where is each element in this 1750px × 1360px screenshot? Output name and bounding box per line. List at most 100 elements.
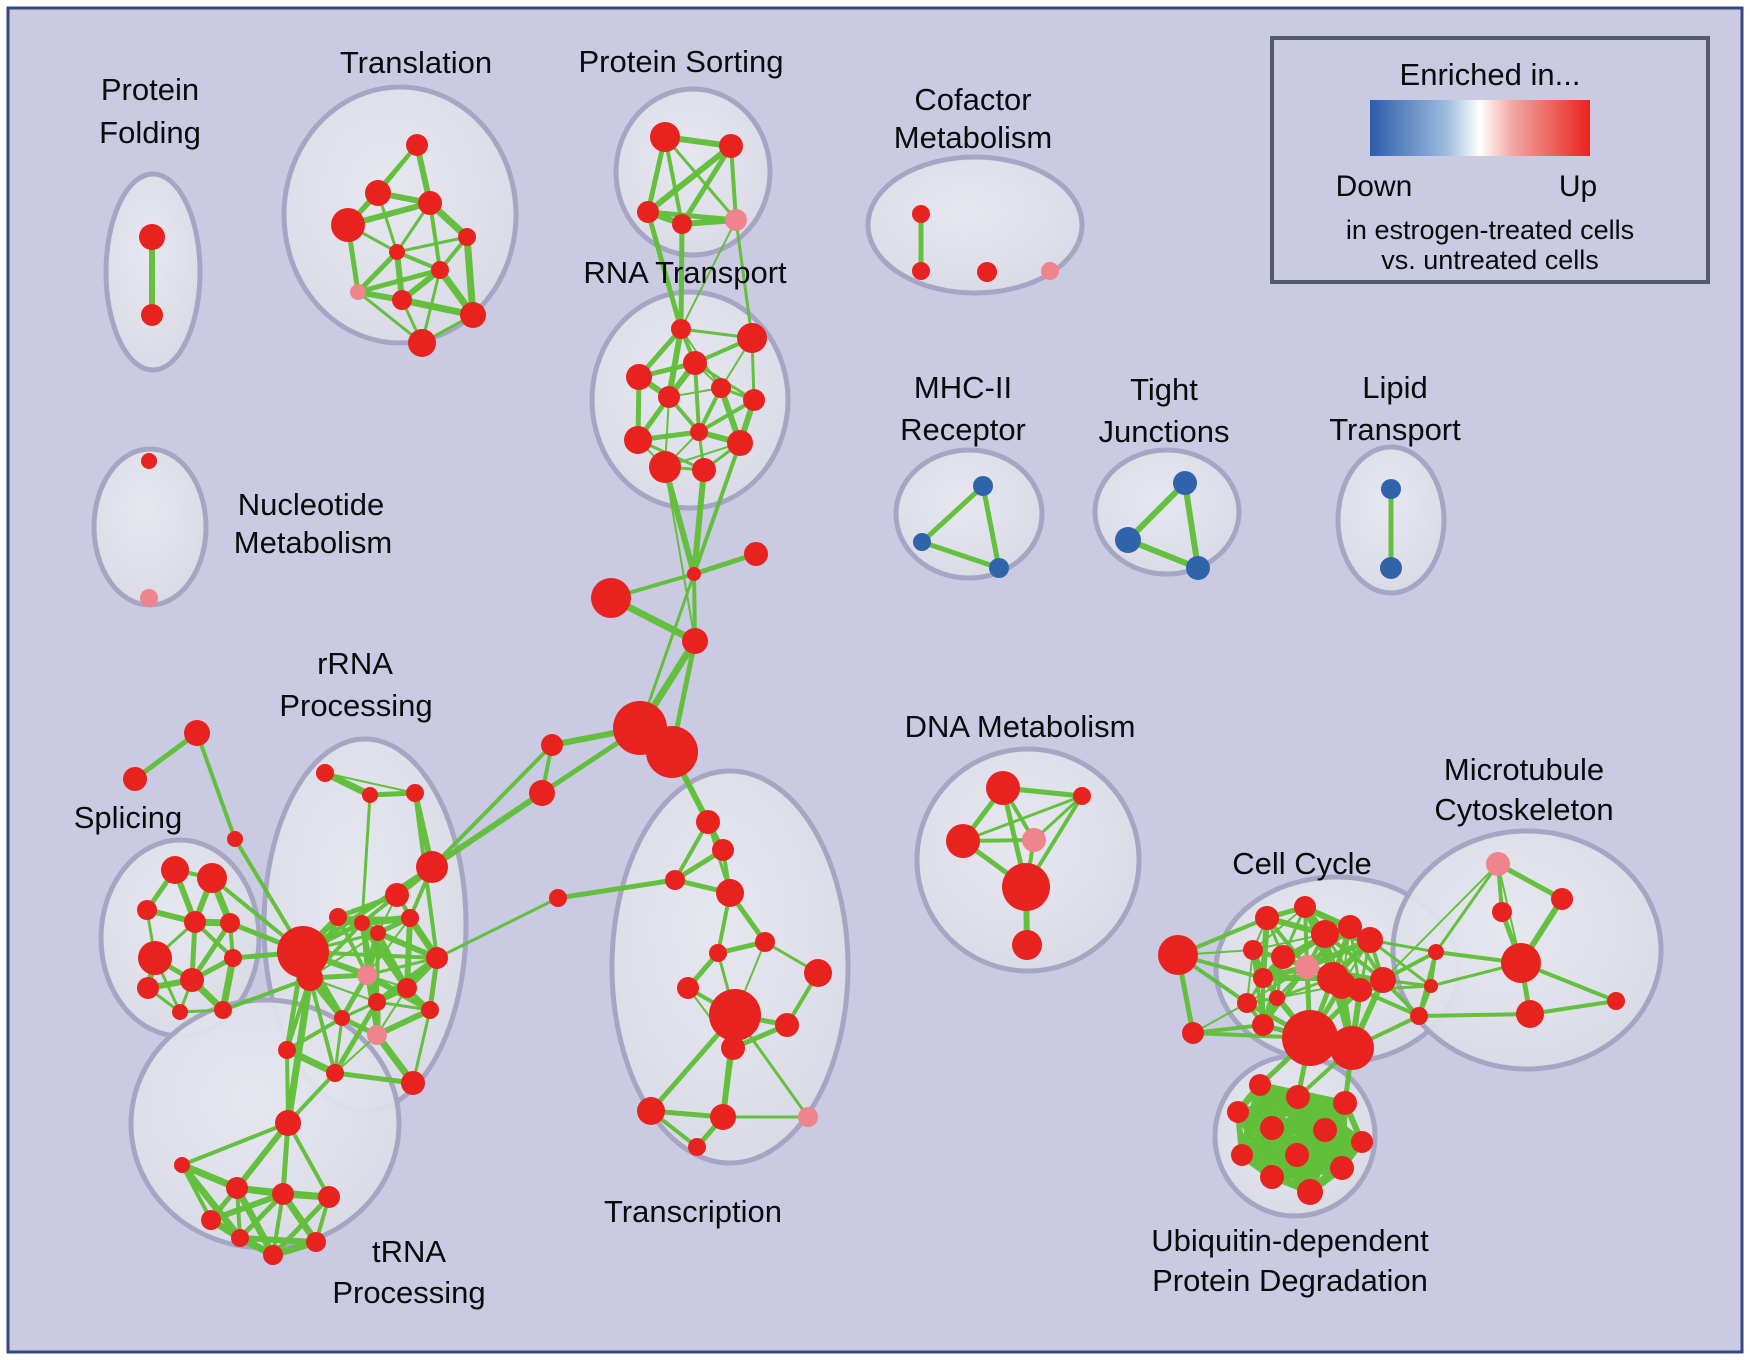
gene-set-node [326, 1064, 344, 1082]
gene-set-node [710, 1104, 736, 1130]
gene-set-node [683, 351, 707, 375]
gene-set-node [1551, 888, 1573, 910]
edge [638, 572, 696, 730]
gene-set-node [912, 205, 930, 223]
inter-cluster-edge [429, 790, 545, 870]
gene-set-node [709, 944, 727, 962]
gene-set-node [1357, 927, 1383, 953]
gene-set-node [297, 965, 323, 991]
gene-set-node [354, 915, 370, 931]
cluster-trna-processing-label: tRNA [372, 1234, 446, 1269]
edge [1125, 480, 1188, 543]
gene-set-node [912, 262, 930, 280]
cluster-splicing-label: Splicing [74, 800, 183, 835]
edge [178, 1161, 244, 1242]
edge [1252, 906, 1306, 951]
gene-set-node [408, 329, 436, 357]
gene-set-node [214, 1001, 232, 1019]
gene-set-node [804, 959, 832, 987]
gene-set-node [458, 228, 476, 246]
gene-set-node [1115, 527, 1141, 553]
inter-cluster-edge [1417, 1012, 1532, 1018]
edge [324, 772, 416, 794]
legend-subtitle-line2: vs. untreated cells [1381, 245, 1599, 275]
gene-set-node [1348, 978, 1372, 1002]
inter-cluster-edge [645, 209, 684, 332]
gene-set-node [1243, 940, 1263, 960]
gene-set-node [141, 453, 157, 469]
gene-set-node [401, 909, 419, 927]
gene-set-node [737, 323, 767, 353]
gene-set-node [692, 458, 716, 482]
cluster-cell-cycle-label: Cell Cycle [1232, 846, 1372, 881]
edge [980, 483, 1002, 571]
edge [286, 1121, 331, 1199]
gene-set-node [1022, 828, 1046, 852]
inter-cluster-edge [221, 976, 312, 1012]
cluster-labels-layer: Protein Folding Translation Protein Sorting… [74, 44, 1614, 1310]
gene-set-node [1333, 1091, 1357, 1115]
cluster-nucleotide-metabolism-label: Metabolism [234, 525, 393, 560]
gene-set-node [161, 856, 189, 884]
edge [666, 326, 684, 400]
gene-set-node [1338, 915, 1362, 939]
gene-set-node [275, 1110, 301, 1136]
edge [355, 249, 400, 295]
edge [1182, 480, 1201, 571]
cluster-transcription-label: Transcription [604, 1194, 782, 1229]
gene-set-node [370, 925, 386, 941]
cluster-protein-folding-label: Folding [99, 115, 201, 150]
cluster-rna-transport-label: RNA Transport [583, 255, 787, 290]
edge [355, 267, 443, 295]
gene-set-node [224, 949, 242, 967]
gene-set-node [416, 851, 448, 883]
cluster-tight-junctions-label: Tight [1130, 372, 1198, 407]
gene-set-node [1249, 1074, 1271, 1096]
gene-set-node [529, 780, 555, 806]
gene-set-node [318, 1186, 340, 1208]
gene-set-node [1330, 1156, 1354, 1180]
gene-set-node [727, 430, 753, 456]
gene-set-node [1255, 906, 1279, 930]
gene-set-node [677, 977, 699, 999]
gene-set-node [1271, 945, 1295, 969]
gene-set-node [431, 261, 449, 279]
edge [332, 1070, 416, 1086]
gene-set-node [272, 1183, 294, 1205]
gene-set-node [1410, 1007, 1428, 1025]
edge [1528, 999, 1618, 1016]
gene-set-node [1012, 930, 1042, 960]
gene-set-node [201, 1210, 221, 1230]
gene-set-node [1231, 1144, 1253, 1166]
edge [234, 1120, 291, 1191]
gene-set-node [687, 567, 701, 581]
gene-set-node [137, 900, 157, 920]
cluster-transcription-ellipse [609, 768, 851, 1166]
inter-cluster-edge [435, 896, 560, 960]
edge [333, 1016, 344, 1075]
gene-set-node [798, 1107, 818, 1127]
gene-set-node [368, 993, 386, 1011]
gene-set-node [401, 1071, 425, 1095]
inter-cluster-edge [678, 221, 685, 332]
legend-gradient-bar [1370, 100, 1590, 156]
inter-cluster-edge [680, 219, 737, 330]
edge [375, 930, 410, 991]
gene-set-node [1492, 902, 1512, 922]
gene-set-node [1269, 990, 1285, 1006]
gene-set-node [1313, 1118, 1337, 1142]
gene-set-node [1607, 992, 1625, 1010]
edge [270, 1194, 332, 1258]
gene-set-node [671, 319, 691, 339]
gene-set-node [1073, 787, 1091, 805]
gene-set-node [1182, 1022, 1204, 1044]
gene-set-node [1253, 968, 1273, 988]
gene-set-node [1237, 993, 1257, 1013]
legend-title: Enriched in... [1400, 57, 1581, 92]
gene-set-node [418, 191, 442, 215]
gene-set-node [392, 290, 412, 310]
legend-down-label: Down [1336, 170, 1413, 203]
gene-set-node [690, 423, 708, 441]
